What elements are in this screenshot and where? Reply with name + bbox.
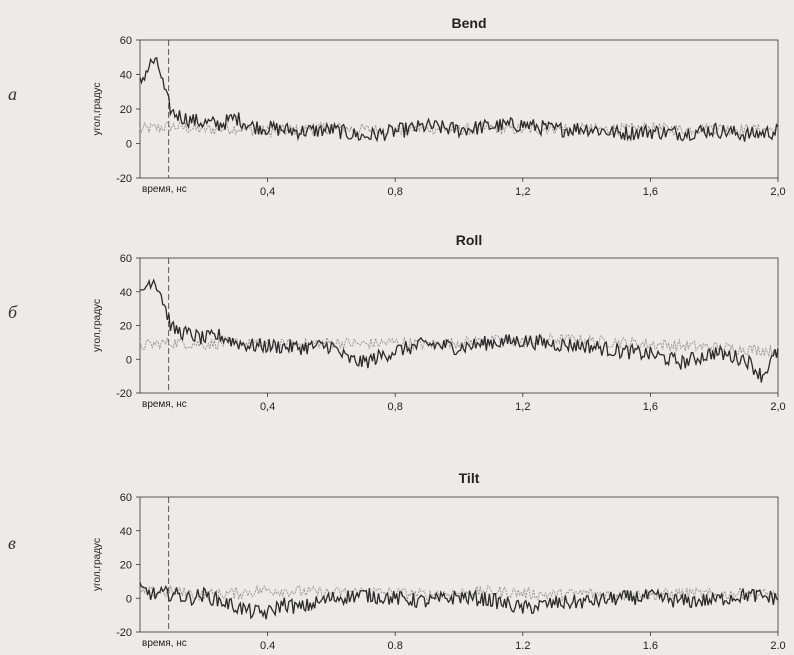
y-tick-label: -20 <box>116 173 132 185</box>
chart-title: Tilt <box>459 470 480 486</box>
y-tick-label: 60 <box>120 492 132 504</box>
y-tick-label: -20 <box>116 388 132 400</box>
y-tick-label: 0 <box>126 354 132 366</box>
x-tick-label: 0,8 <box>388 186 403 198</box>
y-tick-label: 0 <box>126 593 132 605</box>
y-axis-label: угол,градус <box>92 538 103 591</box>
x-tick-label: 0,4 <box>260 186 275 198</box>
y-tick-label: -20 <box>116 627 132 639</box>
x-axis-label: время, нс <box>142 184 187 195</box>
chart-title: Bend <box>452 15 487 31</box>
y-tick-label: 40 <box>120 287 132 299</box>
chart-title: Roll <box>456 232 482 248</box>
x-axis-label: время, нс <box>142 638 187 649</box>
panel-letter: б <box>8 302 18 322</box>
y-tick-label: 20 <box>120 560 132 572</box>
y-tick-label: 0 <box>126 139 132 151</box>
x-tick-label: 0,4 <box>260 401 275 413</box>
x-tick-label: 0,8 <box>388 401 403 413</box>
x-tick-label: 2.0 <box>770 640 785 652</box>
y-axis-label: угол,градус <box>92 83 103 136</box>
x-tick-label: 0.8 <box>388 640 403 652</box>
series-line-primary <box>139 582 779 620</box>
panel-letter: а <box>8 84 17 104</box>
x-tick-label: 1.6 <box>643 640 658 652</box>
x-tick-label: 1,2 <box>515 186 530 198</box>
y-tick-label: 40 <box>120 526 132 538</box>
plot-frame <box>139 39 779 179</box>
series-line-secondary <box>139 333 779 358</box>
x-tick-label: 1,6 <box>643 401 658 413</box>
panel-letter: в <box>8 533 16 553</box>
x-tick-label: 2,0 <box>770 186 785 198</box>
x-tick-label: 2,0 <box>770 401 785 413</box>
plot-frame <box>139 257 779 394</box>
chart-panel-roll: б Roll -20 0 20 40 60 угол,градус 0,4 0,8 1,2 1,6 2,… <box>8 232 786 413</box>
series-line-primary <box>139 278 779 383</box>
x-axis-label: время, нс <box>142 399 187 410</box>
y-axis-label: угол,градус <box>92 299 103 352</box>
y-tick-label: 20 <box>120 104 132 116</box>
series-line-primary <box>139 56 779 143</box>
y-tick-label: 20 <box>120 321 132 333</box>
y-tick-label: 40 <box>120 70 132 82</box>
x-tick-label: 0.4 <box>260 640 275 652</box>
x-tick-label: 1,2 <box>515 401 530 413</box>
x-tick-label: 1.2 <box>515 640 530 652</box>
series-line-secondary <box>139 584 779 602</box>
chart-panel-bend: а Bend -20 0 20 40 60 угол,градус 0,4 0,8 1,2 1,6 2,… <box>8 15 786 198</box>
y-tick-label: 60 <box>120 253 132 265</box>
x-tick-label: 1,6 <box>643 186 658 198</box>
chart-panel-tilt: в Tilt -20 0 20 40 60 угол,градус 0.4 0.8 1.2 1.6 2.… <box>8 470 786 652</box>
y-tick-label: 60 <box>120 35 132 47</box>
